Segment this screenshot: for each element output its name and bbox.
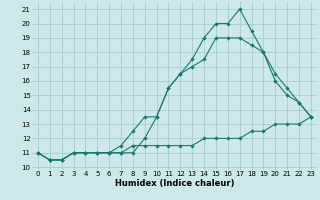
X-axis label: Humidex (Indice chaleur): Humidex (Indice chaleur) <box>115 179 234 188</box>
